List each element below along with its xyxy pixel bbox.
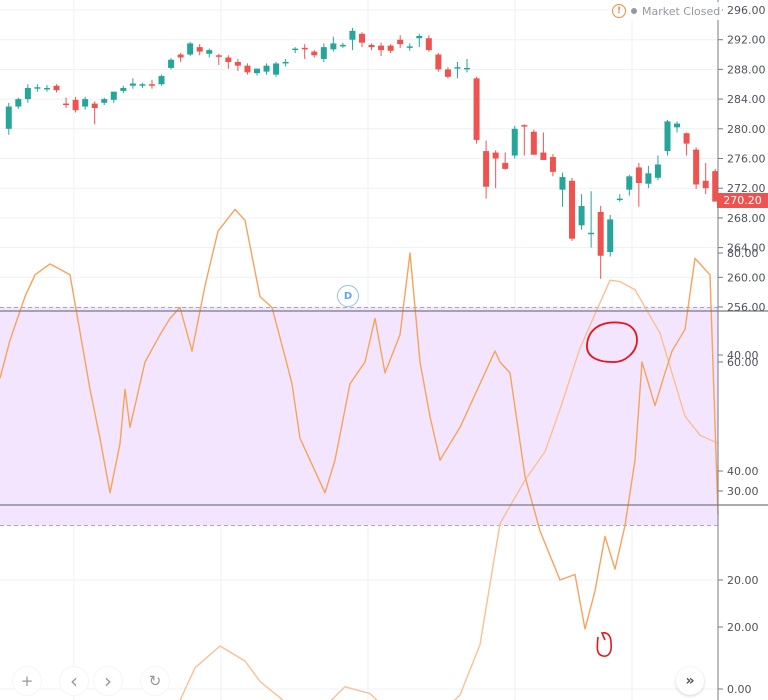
svg-text:288.00: 288.00 bbox=[727, 63, 766, 76]
svg-text:20.00: 20.00 bbox=[727, 574, 759, 587]
svg-text:272.00: 272.00 bbox=[727, 182, 766, 195]
pane-dividers[interactable] bbox=[0, 310, 768, 506]
scroll-to-realtime-button[interactable]: » bbox=[676, 667, 704, 695]
svg-text:284.00: 284.00 bbox=[727, 93, 766, 106]
svg-text:256.00: 256.00 bbox=[727, 301, 766, 314]
svg-text:40.00: 40.00 bbox=[727, 465, 759, 478]
price-candles bbox=[5, 27, 719, 279]
svg-text:276.00: 276.00 bbox=[727, 153, 766, 166]
svg-text:30.00: 30.00 bbox=[727, 485, 759, 498]
oscillator-band bbox=[0, 307, 718, 526]
svg-text:296.00: 296.00 bbox=[727, 4, 766, 17]
indicator-lines bbox=[0, 208, 719, 700]
hand-drawn-annotations bbox=[586, 321, 638, 657]
svg-text:60.00: 60.00 bbox=[727, 356, 759, 369]
svg-text:260.00: 260.00 bbox=[727, 271, 766, 284]
last-price-label: 270.20 bbox=[717, 193, 768, 208]
market-status-label: Market Closed bbox=[642, 4, 721, 18]
svg-text:264.00: 264.00 bbox=[727, 242, 766, 255]
price-axis[interactable]: 296.00 292.00 288.00 284.00 280.00 276.00 272.… bbox=[718, 4, 766, 700]
svg-text:268.00: 268.00 bbox=[727, 212, 766, 225]
market-status[interactable]: ! Market Closed bbox=[612, 2, 723, 20]
svg-text:292.00: 292.00 bbox=[727, 34, 766, 47]
interval-badge[interactable]: D bbox=[337, 285, 359, 307]
svg-text:40.00: 40.00 bbox=[727, 349, 759, 362]
svg-text:0.00: 0.00 bbox=[727, 683, 752, 696]
svg-text:280.00: 280.00 bbox=[727, 123, 766, 136]
scroll-right-button[interactable]: › bbox=[94, 667, 122, 695]
reset-chart-button[interactable]: ↻ bbox=[141, 667, 169, 695]
status-dot-icon bbox=[631, 8, 637, 14]
scroll-left-button[interactable]: ‹ bbox=[60, 667, 88, 695]
svg-text:20.00: 20.00 bbox=[727, 621, 759, 634]
exclamation-circle-icon[interactable]: ! bbox=[612, 4, 626, 18]
zoom-in-button[interactable]: + bbox=[13, 667, 41, 695]
svg-text:80.00: 80.00 bbox=[727, 247, 759, 260]
